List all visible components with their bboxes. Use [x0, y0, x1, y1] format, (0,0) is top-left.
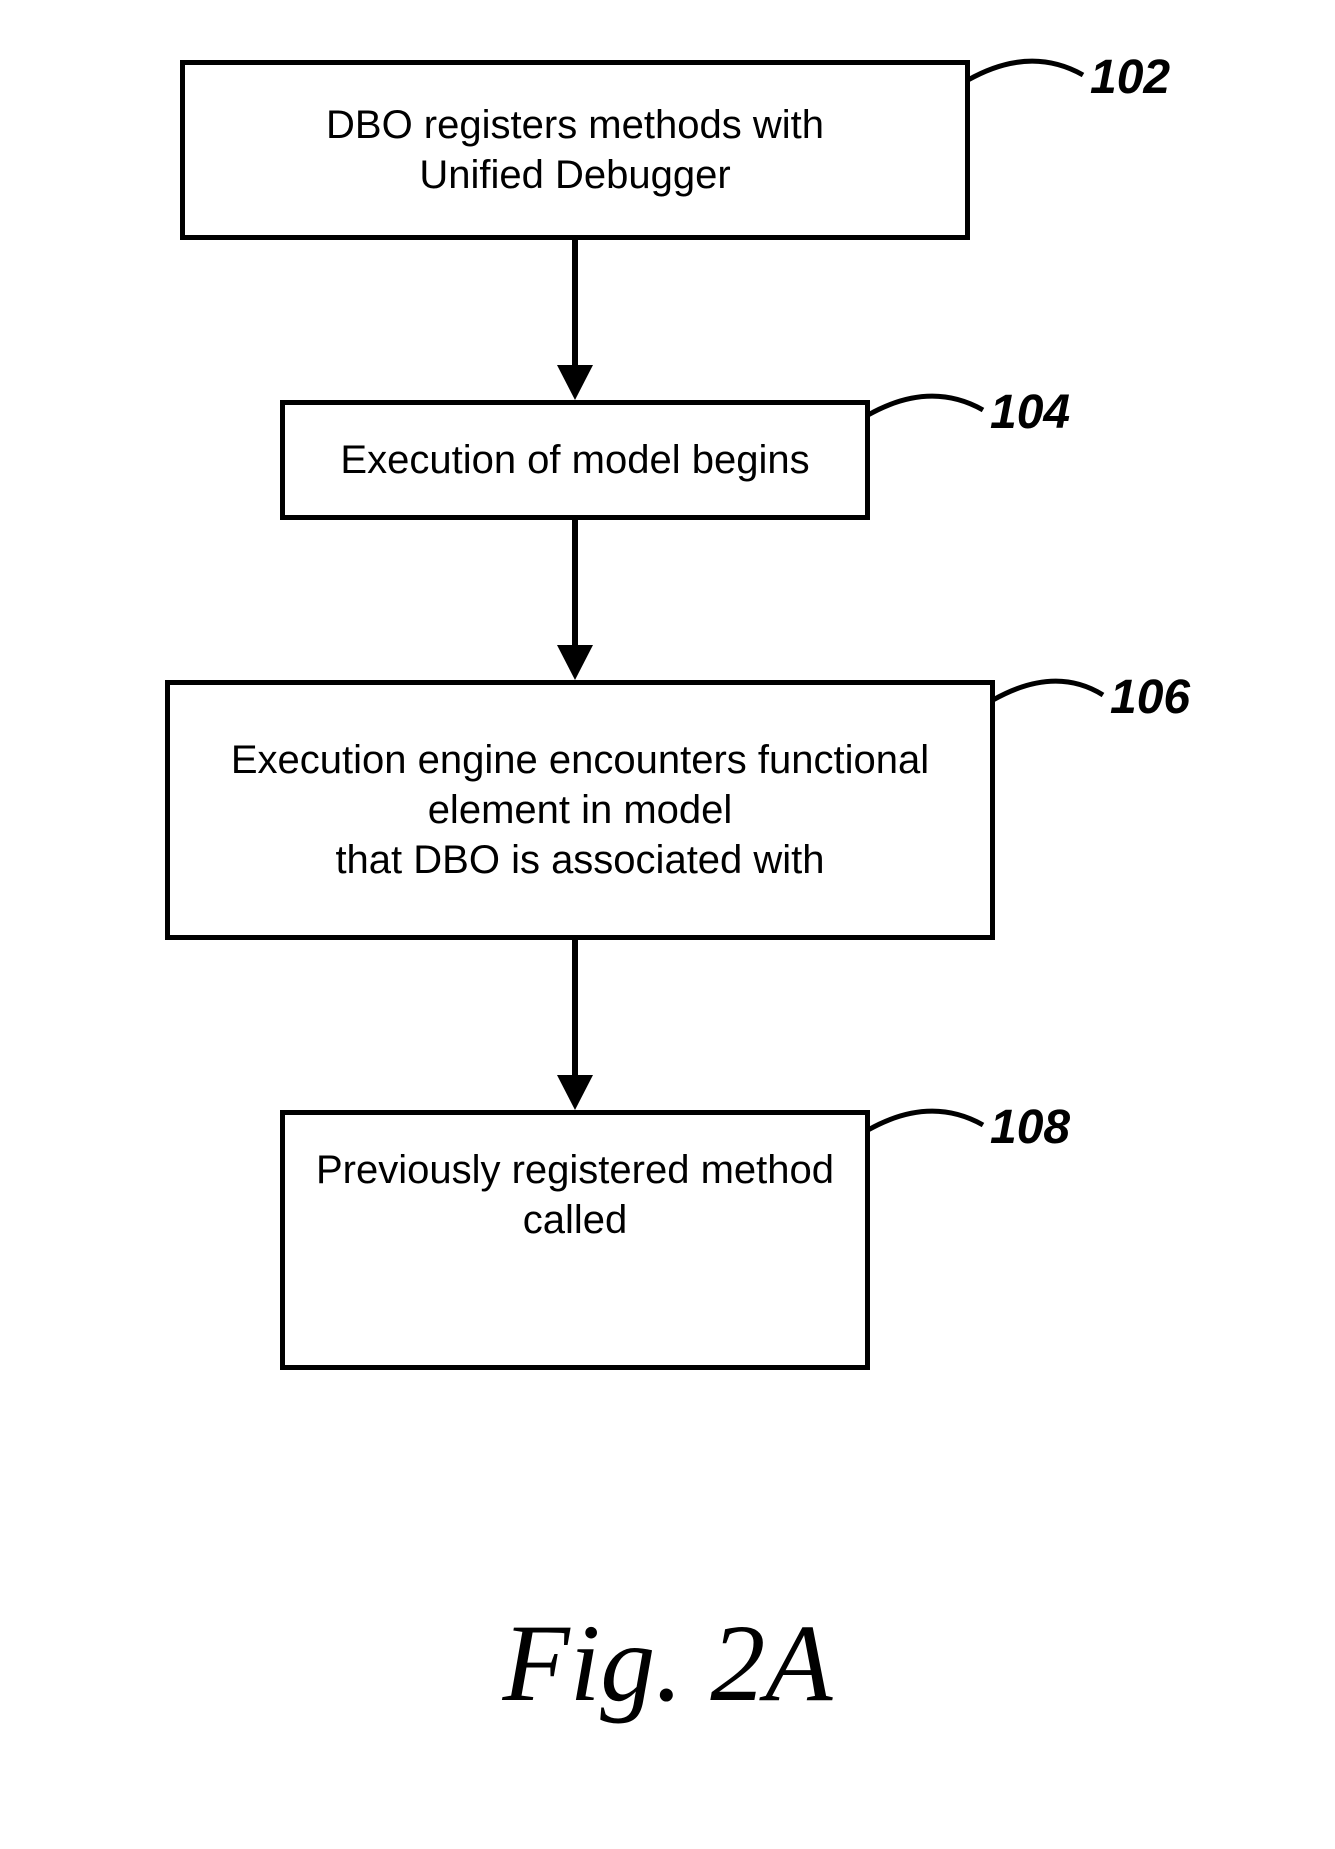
figure-caption: Fig. 2A: [0, 1600, 1335, 1727]
ref-label-102: 102: [1090, 50, 1170, 105]
leader-lines: [0, 0, 1335, 1500]
ref-label-106: 106: [1110, 670, 1190, 725]
ref-label-108: 108: [990, 1100, 1070, 1155]
flowchart-canvas: DBO registers methods withUnified Debugg…: [0, 0, 1335, 1849]
ref-label-104: 104: [990, 385, 1070, 440]
